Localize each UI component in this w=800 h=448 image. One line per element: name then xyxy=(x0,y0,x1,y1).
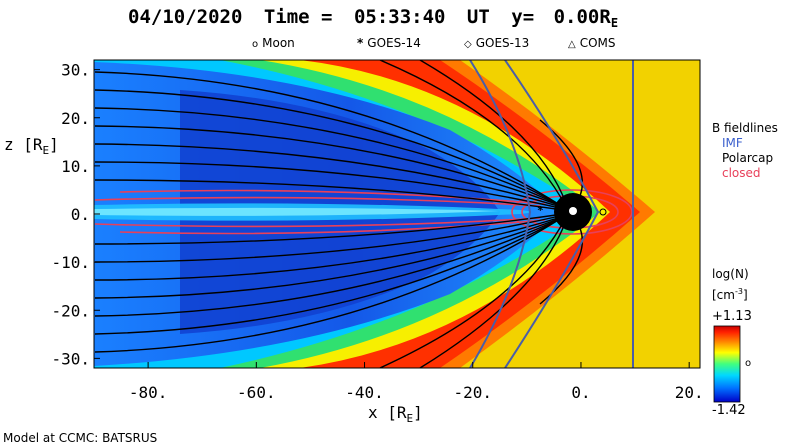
marker-legend: o Moon * GOES-14 ◇ GOES-13 △ COMS xyxy=(252,36,616,50)
colorbar-unit: [cm-3] xyxy=(712,287,748,302)
x-axis-label: x [RE] xyxy=(368,403,423,425)
marker-goes-14: * GOES-14 xyxy=(357,36,421,50)
title-slice-unit: R xyxy=(599,6,611,28)
closed-fieldlines xyxy=(94,189,633,235)
colorbar-title: log(N) xyxy=(712,267,749,281)
x-tick-label: -80. xyxy=(129,383,168,402)
plot-area: * xyxy=(94,60,700,368)
earth xyxy=(554,193,592,231)
goes-13-marker xyxy=(599,208,607,216)
colorbar-mid-label: o xyxy=(745,358,751,369)
title-time: 05:33:40 xyxy=(354,6,446,28)
title-slice-unit-sub: E xyxy=(611,16,618,30)
legend-imf: IMF xyxy=(722,136,743,150)
svg-text:04/10/2020 Time =: 04/10/2020 Time = 05:33:40 UT y= 0.00RE xyxy=(128,6,618,30)
marker-coms: △ COMS xyxy=(568,36,616,50)
y-tick-label: -10. xyxy=(51,253,90,272)
y-tick-label: -20. xyxy=(51,301,90,320)
plasma-sheet-core xyxy=(94,207,500,216)
legend-closed: closed xyxy=(722,166,761,180)
fieldline-legend: B fieldlines IMF Polarcap closed xyxy=(712,121,778,180)
marker-goes-13: ◇ GOES-13 xyxy=(464,36,529,50)
legend-polarcap: Polarcap xyxy=(722,151,773,165)
colorbar-max-label: +1.13 xyxy=(712,309,752,324)
y-tick-label: -30. xyxy=(51,349,90,368)
y-axis-label: z [RE] xyxy=(4,135,59,157)
y-axis-ticks: 30. 20. 10. 0. -10. -20. -30. xyxy=(51,61,100,368)
title-date: 04/10/2020 xyxy=(128,6,242,28)
goes-14-marker: * xyxy=(537,204,544,217)
x-tick-label: 0. xyxy=(571,383,590,402)
y-tick-label: 20. xyxy=(61,109,90,128)
y-tick-label: 0. xyxy=(71,205,90,224)
x-tick-label: -60. xyxy=(237,383,276,402)
fieldline-legend-title: B fieldlines xyxy=(712,121,778,135)
model-credit: Model at CCMC: BATSRUS xyxy=(3,431,157,445)
title-slice-value: 0.00 xyxy=(554,6,600,28)
polarcap-fieldlines xyxy=(94,60,584,368)
plot-title: 04/10/2020 Time = 05:33:40 UT y= 0.00RE xyxy=(128,6,618,30)
marker-moon: o Moon xyxy=(252,36,295,50)
colorbar-gradient xyxy=(713,325,741,403)
x-tick-label: -40. xyxy=(345,383,384,402)
colorbar: log(N) [cm-3] +1.13 o -1.42 xyxy=(712,267,752,418)
imf-fieldlines xyxy=(469,60,634,368)
title-time-label: Time = xyxy=(264,6,333,28)
x-tick-label: 20. xyxy=(675,383,704,402)
y-tick-label: 30. xyxy=(61,61,90,80)
y-tick-label: 10. xyxy=(61,157,90,176)
x-axis-ticks: -80. -60. -40. -20. 0. 20. xyxy=(129,362,704,402)
x-tick-label: -20. xyxy=(453,383,492,402)
title-slice-label: y= xyxy=(511,6,534,28)
title-time-unit: UT xyxy=(467,6,490,28)
colorbar-min-label: -1.42 xyxy=(712,403,746,418)
